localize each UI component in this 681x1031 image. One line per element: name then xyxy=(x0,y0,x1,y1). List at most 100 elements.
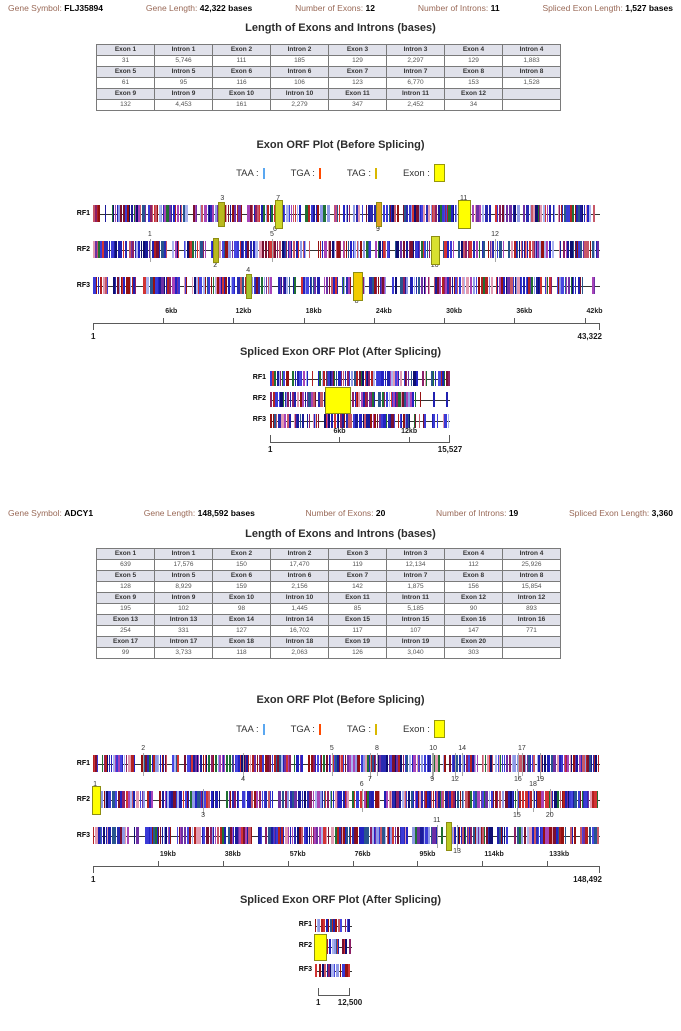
codon-stripe xyxy=(484,827,485,844)
codon-stripe xyxy=(281,414,284,428)
codon-stripe xyxy=(343,791,345,808)
codon-stripe xyxy=(399,791,401,808)
codon-stripe xyxy=(190,791,192,808)
codon-stripe xyxy=(133,791,135,808)
table-cell: Intron 18 xyxy=(270,636,329,648)
codon-stripe xyxy=(124,827,125,844)
codon-stripe xyxy=(296,414,297,428)
codon-stripe xyxy=(166,277,167,294)
codon-stripe xyxy=(502,827,503,844)
table-cell: 16,702 xyxy=(270,625,329,637)
table-cell: 2,156 xyxy=(270,581,329,593)
codon-stripe xyxy=(289,241,291,258)
codon-stripe xyxy=(542,241,544,258)
gene-length-label: Gene Length: xyxy=(143,508,196,518)
table-cell: Intron 2 xyxy=(270,548,329,560)
codon-stripe xyxy=(180,827,181,844)
codon-stripe xyxy=(215,791,218,808)
codon-stripe xyxy=(292,827,293,844)
codon-stripe xyxy=(576,755,578,772)
codon-stripe xyxy=(475,205,476,222)
codon-stripe xyxy=(125,827,126,844)
codon-stripe xyxy=(373,371,375,386)
codon-stripe xyxy=(157,205,158,222)
codon-stripe xyxy=(301,827,303,844)
codon-stripe xyxy=(502,205,504,222)
table-cell: 2,297 xyxy=(386,55,445,67)
axis-start-label: 1 xyxy=(316,998,321,1007)
axis-end-cap xyxy=(449,435,450,442)
codon-stripe xyxy=(475,827,476,844)
exon-marker-line xyxy=(549,789,551,815)
codon-stripe xyxy=(540,277,542,294)
codon-stripe xyxy=(400,371,402,386)
codon-stripe xyxy=(282,371,283,386)
codon-stripe xyxy=(175,241,177,258)
codon-stripe xyxy=(408,371,409,386)
gene1-spliced-axis: 6kb 12kb 1 15,527 xyxy=(268,428,462,458)
axis-tick-label: 12kb xyxy=(235,308,252,315)
intron-count-value: 11 xyxy=(490,3,500,13)
exon-intron-grid: Exon 1 Intron 1 Exon 2 Intron 2 Exon 3 Intron… xyxy=(96,44,561,111)
codon-stripe xyxy=(557,791,559,808)
codon-stripe xyxy=(391,205,392,222)
codon-stripe xyxy=(533,205,535,222)
codon-stripe xyxy=(348,414,349,428)
axis-tick xyxy=(287,861,289,866)
exon-number: 18 xyxy=(529,781,537,788)
codon-stripe xyxy=(415,392,416,407)
codon-stripe xyxy=(369,791,370,808)
codon-stripe xyxy=(328,414,329,428)
codon-stripe xyxy=(136,827,139,844)
codon-stripe xyxy=(506,277,507,294)
codon-stripe xyxy=(401,414,402,428)
codon-stripe xyxy=(317,919,318,932)
codon-stripe xyxy=(563,241,565,258)
axis-end-cap xyxy=(599,866,600,873)
codon-stripe xyxy=(239,827,241,844)
codon-stripe xyxy=(215,277,216,294)
codon-stripe xyxy=(382,241,383,258)
codon-stripe xyxy=(404,392,406,407)
table-cell: 2,279 xyxy=(270,99,329,111)
codon-stripe xyxy=(350,277,351,294)
codon-stripe xyxy=(199,277,202,294)
codon-stripe xyxy=(288,371,289,386)
codon-stripe xyxy=(217,277,219,294)
empty-cell xyxy=(502,88,561,100)
exon-number: 1 xyxy=(147,231,152,238)
codon-stripe xyxy=(315,755,316,772)
codon-stripe xyxy=(118,241,119,258)
gene2-rf1-label: RF1 xyxy=(76,760,90,767)
codon-stripe xyxy=(259,205,260,222)
codon-stripe xyxy=(478,277,480,294)
codon-stripe xyxy=(343,277,344,294)
codon-stripe xyxy=(427,755,428,772)
codon-stripe xyxy=(316,791,317,808)
codon-stripe xyxy=(149,755,151,772)
tag-stop-tick-icon xyxy=(375,723,377,735)
codon-stripe xyxy=(435,791,436,808)
exon-number: 5 xyxy=(270,231,274,238)
codon-stripe xyxy=(567,241,569,258)
codon-stripe xyxy=(538,827,539,844)
codon-stripe xyxy=(294,755,295,772)
codon-stripe xyxy=(386,755,388,772)
codon-stripe xyxy=(488,241,489,258)
codon-stripe xyxy=(597,241,599,258)
codon-stripe xyxy=(473,241,475,258)
exon-number: 19 xyxy=(536,776,545,783)
gene2-spliced-plot-title: Spliced Exon ORF Plot (After Splicing) xyxy=(239,894,442,906)
codon-stripe xyxy=(286,371,288,386)
codon-stripe xyxy=(372,277,374,294)
codon-stripe xyxy=(213,827,214,844)
exon-marker-line xyxy=(376,753,378,776)
codon-stripe xyxy=(302,392,304,407)
codon-stripe xyxy=(319,827,321,844)
codon-stripe xyxy=(324,964,326,977)
codon-stripe xyxy=(222,755,223,772)
codon-stripe xyxy=(495,205,497,222)
codon-stripe xyxy=(406,392,408,407)
codon-stripe xyxy=(475,755,476,772)
